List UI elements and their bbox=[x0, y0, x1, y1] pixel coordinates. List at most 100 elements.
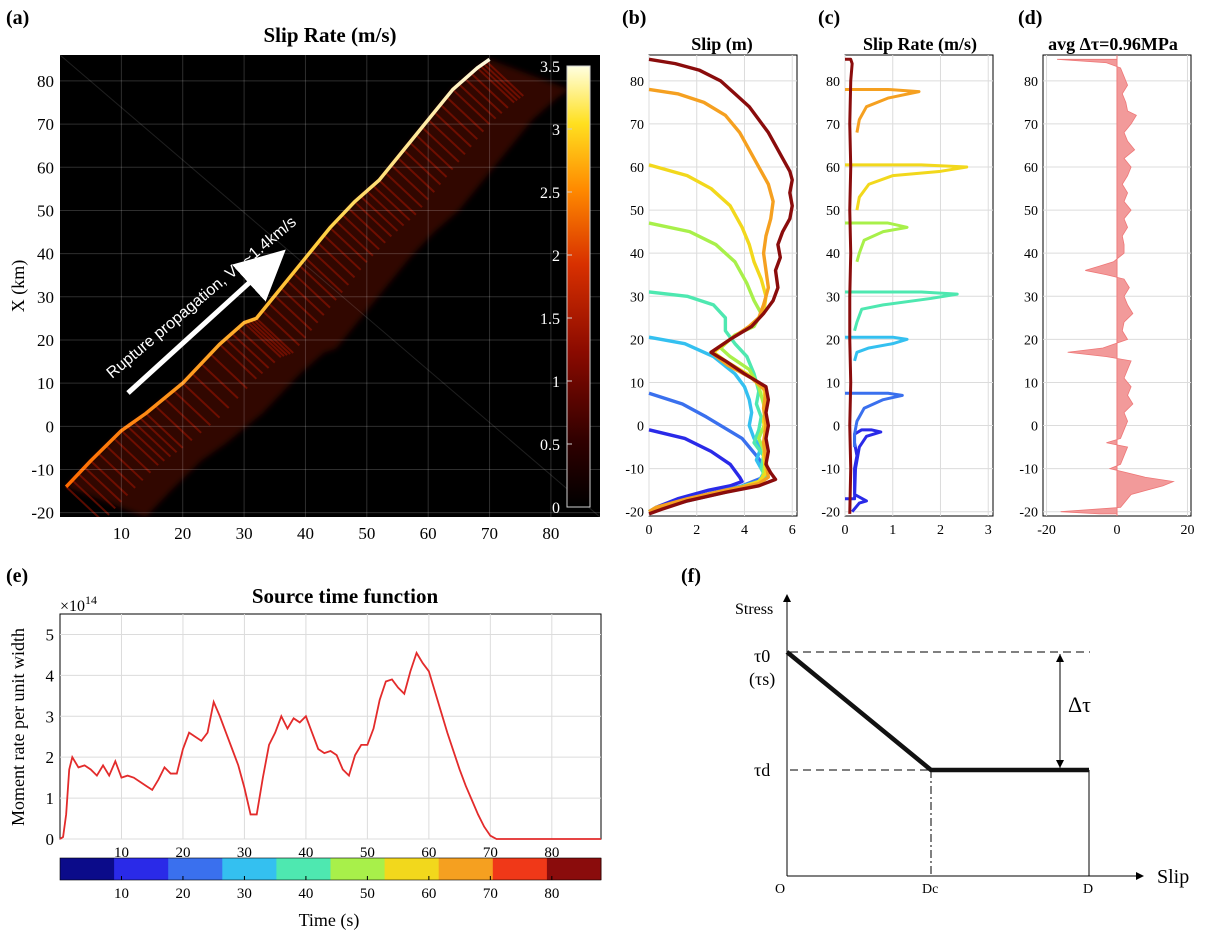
slip-rate-profile-line-1 bbox=[845, 391, 904, 448]
panel-b-xtick-label-3: 6 bbox=[789, 523, 796, 538]
time-colorbar-tick-label-0: 10 bbox=[114, 886, 129, 902]
time-colorbar-segment-4 bbox=[276, 858, 331, 880]
dc-label: Dc bbox=[922, 882, 938, 897]
slip-streak-15-3 bbox=[470, 72, 509, 109]
diagonal-artifact bbox=[60, 55, 600, 517]
panel-a-ytick-label-10: 80 bbox=[37, 72, 54, 91]
slip-streak-11-1 bbox=[359, 195, 399, 232]
time-colorbar-tick-label-1: 20 bbox=[175, 886, 190, 902]
colorbar-tick-label-7: 3.5 bbox=[540, 59, 560, 76]
panel-c-ytick-label-0: -20 bbox=[821, 506, 840, 521]
slip-streak-10-3 bbox=[347, 207, 386, 244]
panel-d-ytick-label-1: -10 bbox=[1019, 463, 1038, 478]
panel-e-xtick-label-0: 10 bbox=[114, 845, 129, 861]
panel-c-title: Slip Rate (m/s) bbox=[863, 34, 977, 55]
panel-e-ytick-label-5: 5 bbox=[46, 625, 55, 644]
slip-rate-profile-line-3 bbox=[845, 290, 959, 332]
panel-c-ytick-label-1: -10 bbox=[821, 463, 840, 478]
panel-b-xtick-label-1: 2 bbox=[693, 523, 700, 538]
slip-streak-9-3 bbox=[323, 234, 362, 271]
slip-streak-2-3 bbox=[139, 416, 178, 453]
panel-a-xtick-label-5: 60 bbox=[420, 524, 437, 543]
taud-label: τd bbox=[754, 760, 770, 780]
panel-d-ytick-label-5: 30 bbox=[1024, 290, 1038, 305]
colorbar-tick-label-4: 2 bbox=[552, 248, 560, 265]
panel-a-ytick-label-6: 40 bbox=[37, 245, 54, 264]
delta-tau-arrow-top bbox=[1056, 654, 1064, 662]
panel-c-ytick-label-2: 0 bbox=[833, 420, 840, 435]
slip-streak-2-1 bbox=[126, 425, 166, 462]
slip-streak-14-0 bbox=[427, 119, 466, 156]
panel-e-ytick-label-2: 2 bbox=[46, 748, 55, 767]
panel-a-label: (a) bbox=[6, 7, 29, 29]
panel-c-xtick-label-0: 0 bbox=[842, 523, 849, 538]
panel-c-ytick-label-4: 20 bbox=[826, 333, 840, 348]
panel-e-xtick-label-2: 30 bbox=[237, 845, 252, 861]
panel-e-exponent: ×1014 bbox=[60, 593, 97, 615]
panel-a-ytick-label-7: 50 bbox=[37, 201, 54, 220]
friction-law-curve bbox=[785, 650, 1089, 773]
slip-streak-8-3 bbox=[298, 264, 337, 301]
slip-streak-7-2 bbox=[267, 302, 307, 339]
panel-c-series bbox=[845, 57, 969, 514]
panel-e-axis-ticks: 10 20 30 40 50 60 70 80 0 1 2 3 4 5 bbox=[46, 625, 560, 861]
tau0-label: τ0 bbox=[754, 646, 770, 666]
slip-streak-7-0 bbox=[255, 317, 294, 354]
panel-b-ytick-label-6: 40 bbox=[630, 247, 644, 262]
slip-streak-15-0 bbox=[452, 88, 491, 125]
panel-e-ytick-label-3: 3 bbox=[46, 707, 55, 726]
slip-streak-12-2 bbox=[390, 164, 429, 201]
panel-b-ytick-label-0: -20 bbox=[625, 506, 644, 521]
slip-streak-0-0 bbox=[65, 486, 100, 517]
time-colorbar-segment-5 bbox=[330, 858, 386, 880]
slip-streak-15-2 bbox=[464, 78, 503, 115]
slip-streak-3-2 bbox=[163, 397, 202, 434]
panel-d-ytick-label-3: 10 bbox=[1024, 376, 1038, 391]
panel-a-xtick-label-0: 10 bbox=[113, 524, 130, 543]
panel-a-xtick-label-7: 80 bbox=[542, 524, 559, 543]
slip-streak-13-0 bbox=[402, 149, 442, 186]
panel-b-ytick-label-10: 80 bbox=[630, 75, 644, 90]
panel-d-xtick-label-1: 0 bbox=[1114, 523, 1121, 538]
panel-c-ytick-label-6: 40 bbox=[826, 247, 840, 262]
slip-streak-6-1 bbox=[246, 320, 285, 357]
panel-a-xtick-label-3: 40 bbox=[297, 524, 314, 543]
panel-d-ytick-label-8: 60 bbox=[1024, 161, 1038, 176]
slip-streak-1-0 bbox=[89, 460, 129, 497]
panel-b-title: Slip (m) bbox=[691, 34, 753, 55]
panel-b-series bbox=[648, 57, 794, 516]
slip-rate-profile-line-5 bbox=[845, 163, 969, 211]
slip-streak-4-2 bbox=[200, 362, 239, 399]
slip-streak-0-1 bbox=[71, 479, 110, 516]
panel-c-axis-ticks: 0 1 2 3 -20 -10 0 10 20 30 40 50 60 70 80 bbox=[821, 75, 991, 538]
time-colorbar-segment-1 bbox=[114, 858, 169, 880]
panel-d-xtick-label-2: 20 bbox=[1180, 523, 1194, 538]
slip-axis-label: Slip bbox=[1157, 866, 1189, 888]
slip-streak-11-3 bbox=[372, 184, 411, 221]
panel-c-ytick-label-3: 10 bbox=[826, 376, 840, 391]
panel-b-ytick-label-2: 0 bbox=[637, 420, 644, 435]
panel-d-xtick-label-0: -20 bbox=[1037, 523, 1056, 538]
panel-b-label: (b) bbox=[622, 7, 646, 29]
panel-a-ytick-label-4: 20 bbox=[37, 331, 54, 350]
slip-streak-8-2 bbox=[292, 272, 331, 309]
time-colorbar-segment-7 bbox=[438, 858, 494, 880]
panel-a-grid bbox=[60, 55, 600, 517]
slip-streak-8-1 bbox=[286, 279, 325, 316]
colorbar-tick-label-0: 0 bbox=[552, 500, 560, 517]
slip-streak-11-0 bbox=[353, 201, 393, 238]
panel-c-ytick-label-8: 60 bbox=[826, 161, 840, 176]
slip-rate-profile-line-7 bbox=[845, 57, 854, 514]
slip-streak-15-1 bbox=[458, 83, 497, 120]
slip-streak-16-0 bbox=[476, 67, 515, 104]
slip-streak-14-2 bbox=[439, 103, 478, 140]
panel-b-ytick-label-1: -10 bbox=[625, 463, 644, 478]
panel-a-ytick-label-9: 70 bbox=[37, 115, 54, 134]
panel-d-ytick-label-0: -20 bbox=[1019, 506, 1038, 521]
time-colorbar-border bbox=[59, 857, 602, 881]
panel-c-slip-rate-profiles: (c) Slip Rate (m/s) 0 1 2 3 -20 -10 0 10 20 30 40 5… bbox=[818, 7, 994, 538]
stf-line bbox=[59, 650, 601, 840]
slip-streak-7-1 bbox=[261, 310, 301, 347]
slip-streak-6-0 bbox=[243, 321, 282, 358]
